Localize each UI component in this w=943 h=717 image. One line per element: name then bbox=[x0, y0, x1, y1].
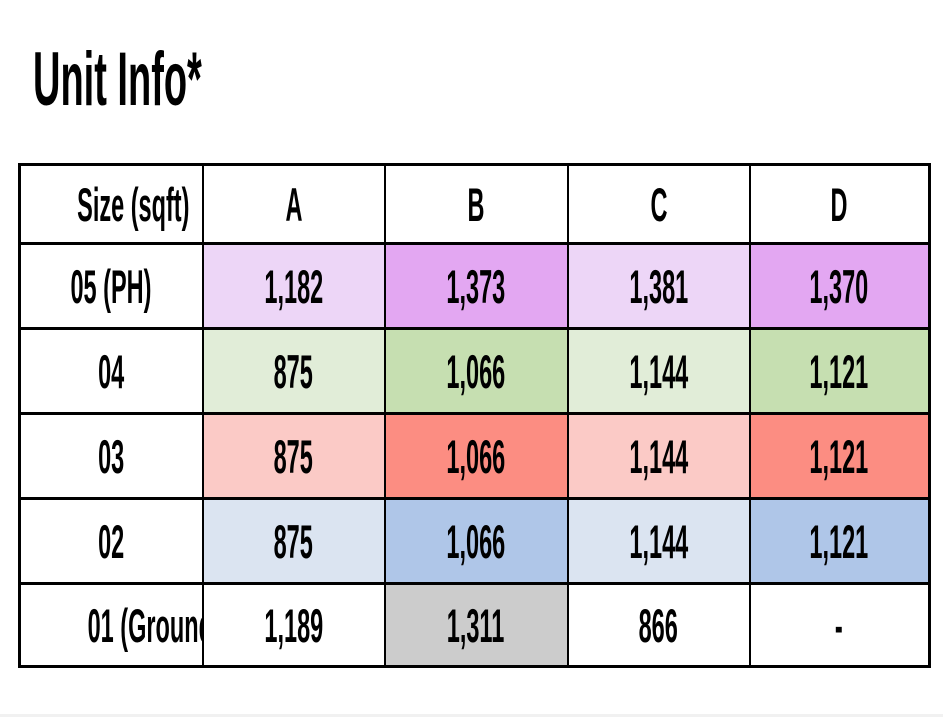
cell-03-b: 1,066 bbox=[383, 412, 569, 500]
cell-03-d-text: 1,121 bbox=[809, 429, 869, 483]
table-row-05: 05 (PH) 1,182 1,373 1,381 1,370 bbox=[18, 242, 931, 330]
cell-05-d: 1,370 bbox=[748, 242, 931, 330]
page-title: Unit Info* bbox=[33, 42, 371, 118]
cell-02-c: 1,144 bbox=[566, 497, 751, 585]
cell-01-c-text: 866 bbox=[638, 598, 679, 652]
cell-01-c: 866 bbox=[566, 582, 751, 668]
header-cell-size: Size (sqft) bbox=[18, 163, 204, 245]
row-label-04: 04 bbox=[18, 327, 204, 415]
header-cell-size-text: Size (sqft) bbox=[77, 177, 190, 231]
cell-04-a: 875 bbox=[201, 327, 386, 415]
cell-04-a-text: 875 bbox=[273, 344, 314, 398]
row-label-01-text: 01 (Ground) bbox=[87, 598, 201, 652]
header-cell-b-text: B bbox=[467, 177, 485, 231]
cell-01-a: 1,189 bbox=[201, 582, 386, 668]
header-cell-b: B bbox=[383, 163, 569, 245]
cell-02-b: 1,066 bbox=[383, 497, 569, 585]
table-row-01: 01 (Ground) 1,189 1,311 866 - bbox=[18, 582, 931, 668]
header-cell-a-text: A bbox=[285, 177, 302, 231]
cell-02-c-text: 1,144 bbox=[629, 514, 688, 568]
cell-05-b: 1,373 bbox=[383, 242, 569, 330]
cell-03-c-text: 1,144 bbox=[629, 429, 688, 483]
cell-05-c: 1,381 bbox=[566, 242, 751, 330]
cell-03-a-text: 875 bbox=[273, 429, 314, 483]
cell-01-a-text: 1,189 bbox=[264, 598, 323, 652]
cell-05-d-text: 1,370 bbox=[809, 259, 869, 313]
cell-04-d: 1,121 bbox=[748, 327, 931, 415]
row-label-04-text: 04 bbox=[98, 344, 125, 398]
cell-05-a: 1,182 bbox=[201, 242, 386, 330]
row-label-05: 05 (PH) bbox=[18, 242, 204, 330]
cell-01-d-text: - bbox=[835, 598, 844, 652]
cell-05-c-text: 1,381 bbox=[629, 259, 688, 313]
cell-01-b-text: 1,311 bbox=[447, 598, 505, 652]
cell-04-b-text: 1,066 bbox=[446, 344, 506, 398]
slide-bottom-edge bbox=[0, 714, 943, 717]
cell-04-c: 1,144 bbox=[566, 327, 751, 415]
cell-05-a-text: 1,182 bbox=[264, 259, 323, 313]
row-label-02: 02 bbox=[18, 497, 204, 585]
cell-02-a: 875 bbox=[201, 497, 386, 585]
header-cell-d-text: D bbox=[830, 177, 848, 231]
table-header-row: Size (sqft) A B C D bbox=[18, 163, 931, 245]
row-label-03-text: 03 bbox=[98, 429, 125, 483]
cell-02-a-text: 875 bbox=[273, 514, 314, 568]
cell-01-d: - bbox=[748, 582, 931, 668]
cell-04-c-text: 1,144 bbox=[629, 344, 688, 398]
table-row-04: 04 875 1,066 1,144 1,121 bbox=[18, 327, 931, 415]
header-cell-c-text: C bbox=[650, 177, 667, 231]
row-label-03: 03 bbox=[18, 412, 204, 500]
cell-02-d-text: 1,121 bbox=[809, 514, 869, 568]
cell-04-b: 1,066 bbox=[383, 327, 569, 415]
row-label-02-text: 02 bbox=[98, 514, 125, 568]
cell-02-d: 1,121 bbox=[748, 497, 931, 585]
cell-03-c: 1,144 bbox=[566, 412, 751, 500]
cell-03-a: 875 bbox=[201, 412, 386, 500]
cell-03-d: 1,121 bbox=[748, 412, 931, 500]
cell-02-b-text: 1,066 bbox=[446, 514, 506, 568]
header-cell-a: A bbox=[201, 163, 386, 245]
row-label-01: 01 (Ground) bbox=[18, 582, 204, 668]
table-row-02: 02 875 1,066 1,144 1,121 bbox=[18, 497, 931, 585]
unit-info-table: Size (sqft) A B C D 05 (PH) 1,182 1,373 … bbox=[18, 163, 931, 668]
page-title-text: Unit Info* bbox=[33, 37, 202, 122]
header-cell-d: D bbox=[748, 163, 931, 245]
row-label-05-text: 05 (PH) bbox=[70, 259, 152, 313]
cell-05-b-text: 1,373 bbox=[446, 259, 506, 313]
header-cell-c: C bbox=[566, 163, 751, 245]
table-row-03: 03 875 1,066 1,144 1,121 bbox=[18, 412, 931, 500]
cell-04-d-text: 1,121 bbox=[809, 344, 869, 398]
cell-03-b-text: 1,066 bbox=[446, 429, 506, 483]
cell-01-b: 1,311 bbox=[383, 582, 569, 668]
